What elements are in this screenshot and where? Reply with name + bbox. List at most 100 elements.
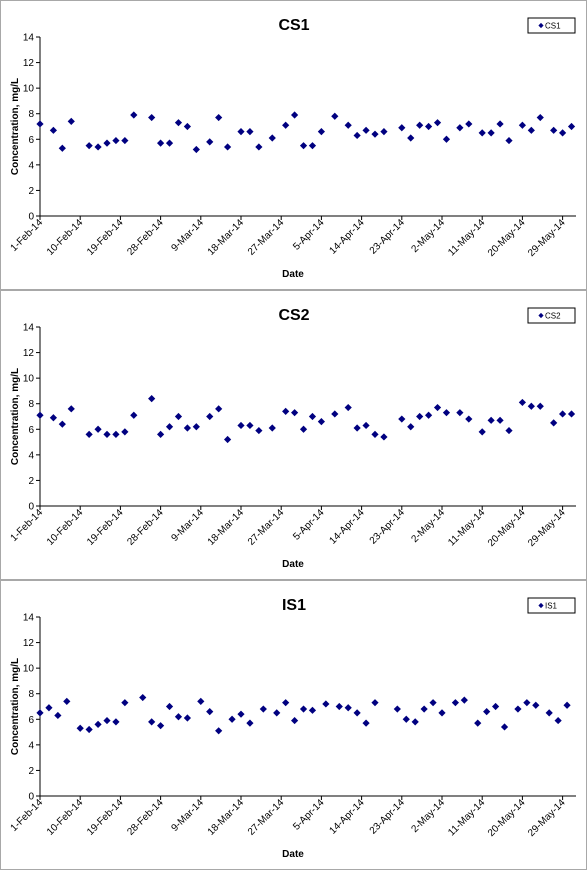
data-point [157, 139, 165, 147]
x-tick-label: 5-Apr-14 [291, 507, 327, 543]
y-tick-label: 6 [28, 425, 34, 436]
data-point [514, 705, 522, 713]
data-point [483, 708, 491, 716]
data-point [536, 402, 544, 410]
data-point [148, 718, 156, 726]
data-point [192, 423, 200, 431]
data-point [49, 126, 57, 134]
legend-label: CS1 [545, 22, 561, 31]
data-point [487, 129, 495, 137]
data-point [442, 135, 451, 143]
x-tick-label: 10-Feb-14 [45, 507, 86, 548]
x-tick-label: 5-Apr-14 [291, 217, 327, 253]
data-point [438, 709, 446, 717]
data-point [121, 699, 129, 707]
data-point [500, 723, 509, 731]
data-point [85, 725, 93, 734]
x-axis-label: Date [282, 559, 304, 570]
data-point [112, 136, 120, 145]
y-tick-label: 10 [23, 374, 35, 385]
data-point [371, 430, 379, 438]
data-point [157, 722, 165, 730]
y-tick-label: 12 [23, 638, 35, 649]
y-tick-label: 14 [23, 323, 35, 334]
data-point [416, 412, 424, 421]
data-point [545, 709, 553, 717]
data-point [411, 718, 419, 726]
data-point [308, 412, 317, 421]
data-point [308, 706, 317, 714]
data-point [344, 121, 352, 129]
data-point [268, 134, 276, 142]
y-tick-label: 6 [28, 135, 34, 146]
data-point [425, 411, 433, 419]
data-point [291, 111, 299, 119]
data-point [174, 713, 183, 721]
data-point [246, 421, 254, 430]
data-point [518, 398, 526, 407]
chart-panel-is1: IS1 0 2 4 6 8 10 12 14 1-Feb-14 10-Feb-14 19-Feb-14… [0, 580, 587, 870]
data-point [94, 143, 102, 151]
data-point [215, 727, 223, 735]
x-tick-label: 18-Mar-14 [206, 217, 247, 258]
data-point [130, 411, 138, 419]
data-point [416, 121, 424, 129]
x-tick-label: 2-May-14 [409, 797, 447, 835]
x-tick-label: 29-May-14 [526, 507, 568, 549]
data-point [165, 702, 174, 711]
x-axis-label: Date [282, 849, 304, 860]
y-tick-label: 4 [28, 740, 34, 751]
data-point [206, 708, 214, 716]
data-point [215, 405, 223, 413]
data-point [54, 711, 62, 720]
x-tick-label: 20-May-14 [486, 217, 528, 259]
legend-box [527, 307, 576, 324]
data-point [246, 719, 254, 727]
data-point [362, 126, 370, 134]
data-point [157, 430, 165, 438]
x-tick-label: 10-Feb-14 [45, 797, 86, 838]
data-point [380, 433, 388, 441]
y-tick-label: 8 [28, 689, 34, 700]
y-tick-label: 14 [23, 613, 35, 624]
data-point [45, 704, 53, 712]
data-point [362, 421, 370, 430]
data-point [487, 416, 495, 424]
data-point [518, 121, 526, 129]
data-point [474, 719, 482, 727]
data-point [496, 416, 504, 424]
legend: CS1 [527, 17, 576, 34]
data-point [268, 424, 276, 432]
data-point [85, 142, 93, 150]
data-point [148, 113, 156, 122]
data-point [478, 428, 486, 436]
data-point [255, 143, 263, 151]
data-point [94, 425, 102, 433]
data-point [559, 129, 567, 137]
data-point [393, 705, 401, 713]
data-point [425, 122, 433, 131]
data-point [299, 425, 308, 433]
data-point [299, 142, 308, 150]
y-tick-label: 4 [28, 450, 34, 461]
x-tick-label: 11-May-14 [446, 217, 487, 258]
x-tick-label: 29-May-14 [526, 217, 568, 259]
legend-box [527, 597, 576, 614]
data-point [402, 715, 410, 723]
legend-label: IS1 [545, 602, 558, 611]
data-point [94, 720, 102, 728]
data-point [344, 704, 352, 712]
data-point [76, 724, 84, 732]
x-tick-label: 1-Feb-14 [9, 797, 46, 834]
data-point [121, 136, 129, 145]
x-tick-label: 27-Mar-14 [246, 217, 287, 258]
x-tick-label: 14-Apr-14 [327, 507, 367, 547]
data-point [174, 119, 183, 127]
data-point [371, 130, 379, 138]
data-point [353, 709, 361, 717]
y-tick-label: 2 [28, 186, 34, 197]
data-point [103, 716, 111, 725]
data-point [273, 709, 281, 717]
x-tick-label: 1-Feb-14 [9, 217, 46, 254]
data-point [505, 136, 513, 145]
